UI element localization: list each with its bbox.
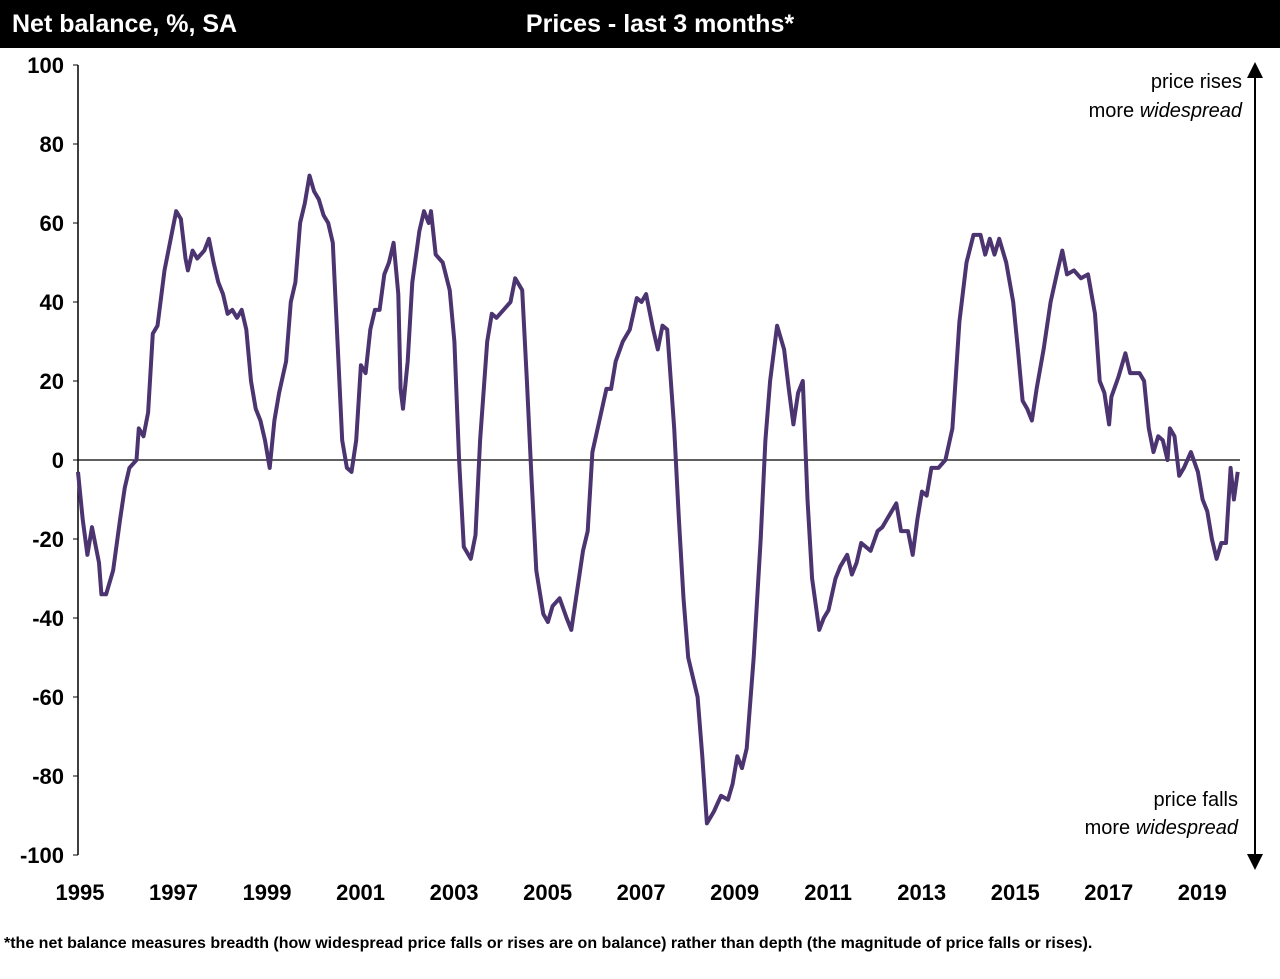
- y-tick-label: 80: [40, 132, 64, 157]
- annotation: more: [1085, 817, 1131, 839]
- x-tick-label: 2005: [523, 880, 572, 905]
- x-tick-label: 1997: [149, 880, 198, 905]
- x-tick-label: 1999: [243, 880, 292, 905]
- annotation: more: [1089, 100, 1135, 122]
- annotation: more widespread: [1089, 100, 1243, 122]
- annotation: price falls: [1154, 789, 1238, 811]
- y-tick-label: 40: [40, 290, 64, 315]
- y-axis-title: Net balance, %, SA: [12, 10, 237, 38]
- data-line: [76, 173, 1240, 826]
- x-tick-label: 2019: [1178, 880, 1227, 905]
- x-tick-label: 2003: [430, 880, 479, 905]
- x-tick-label: 2017: [1084, 880, 1133, 905]
- y-tick-label: -60: [32, 685, 64, 710]
- x-tick-label: 2001: [336, 880, 385, 905]
- y-tick-label: -100: [20, 843, 64, 868]
- annotation: widespread: [1140, 100, 1243, 122]
- y-tick-label: 20: [40, 369, 64, 394]
- x-tick-label: 2011: [804, 880, 852, 905]
- y-tick-label: 60: [40, 211, 64, 236]
- x-tick-label: 2007: [617, 880, 666, 905]
- annotation: widespread: [1136, 817, 1239, 839]
- y-tick-label: 100: [27, 53, 64, 78]
- y-tick-label: -20: [32, 527, 64, 552]
- y-tick-label: -80: [32, 764, 64, 789]
- header-bar: [0, 0, 1280, 48]
- y-tick-label: -40: [32, 606, 64, 631]
- x-tick-label: 2015: [991, 880, 1040, 905]
- annotation: more widespread: [1085, 817, 1239, 839]
- x-tick-label: 1995: [56, 880, 105, 905]
- annotation: price rises: [1151, 71, 1242, 93]
- footnote: *the net balance measures breadth (how w…: [4, 935, 1092, 952]
- y-tick-label: 0: [52, 448, 64, 473]
- x-tick-label: 2009: [710, 880, 759, 905]
- chart-title: Prices - last 3 months*: [526, 10, 794, 38]
- x-tick-label: 2013: [897, 880, 946, 905]
